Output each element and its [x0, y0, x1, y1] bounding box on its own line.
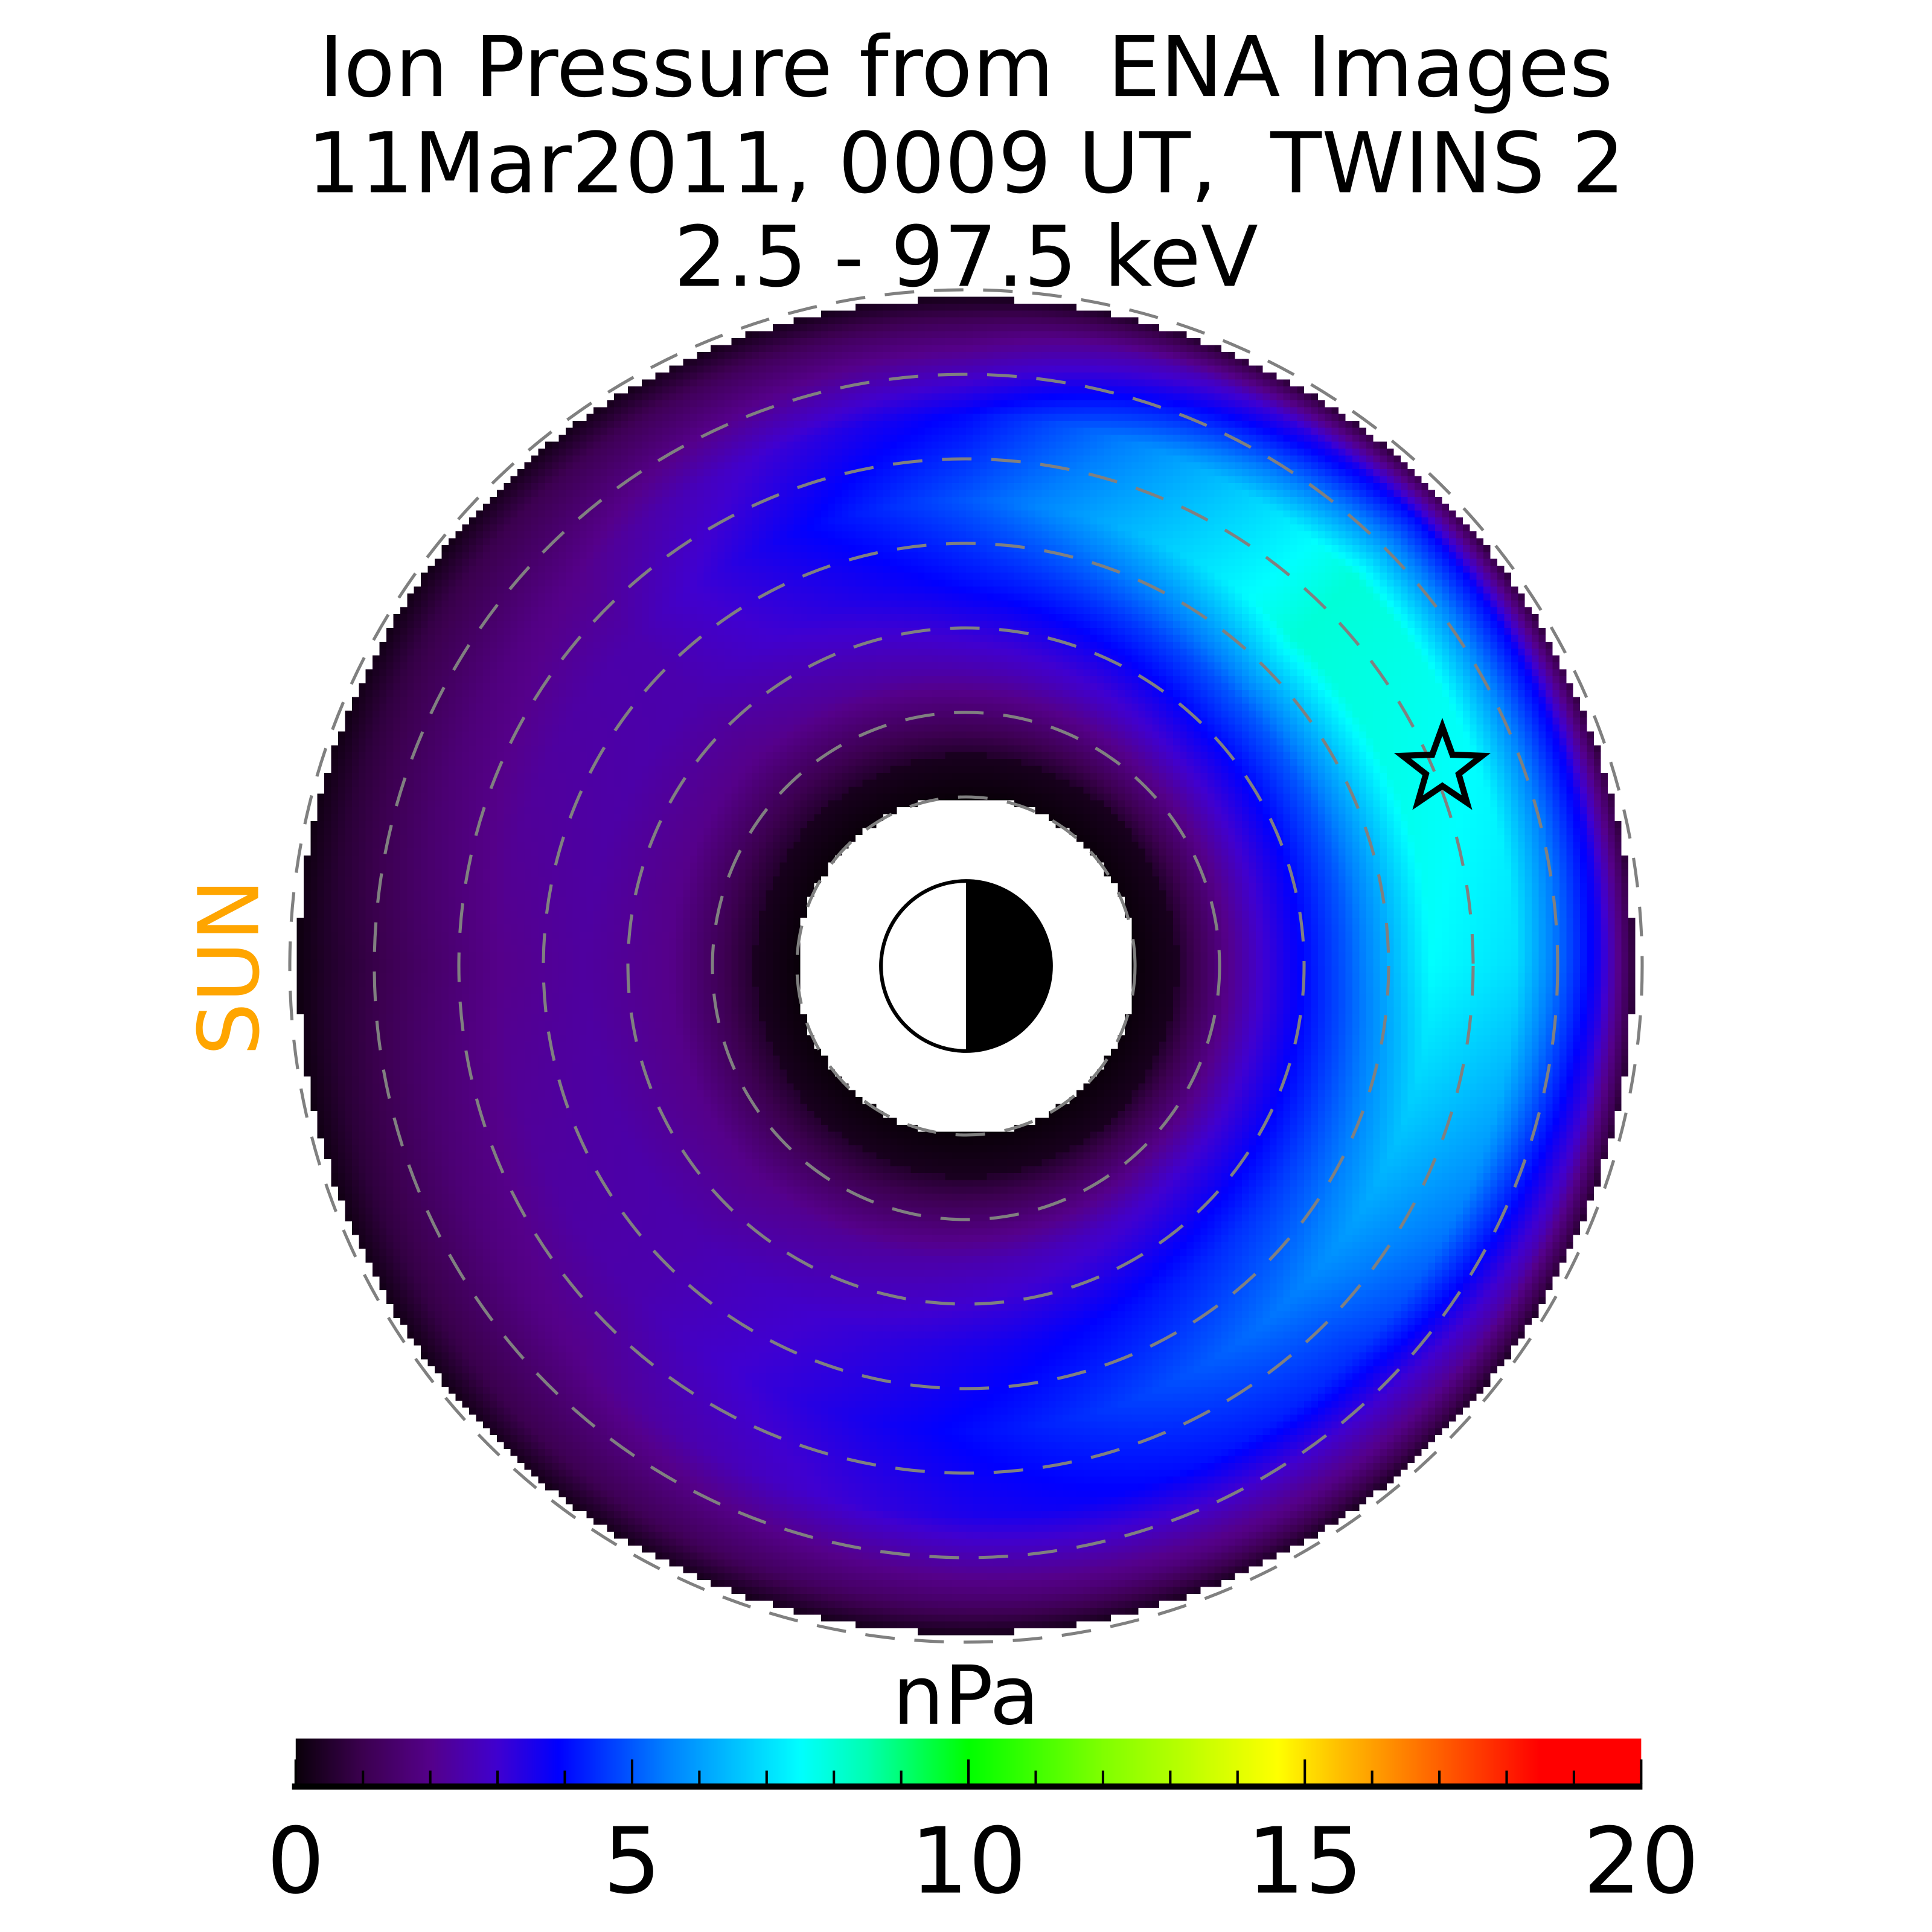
chart-title-line-2: 11Mar2011, 0009 UT, TWINS 2 — [307, 115, 1625, 214]
grid-ring-3re — [711, 711, 1221, 1221]
grid-ring-4re — [626, 626, 1306, 1306]
star-marker-icon — [1393, 717, 1491, 810]
colorbar-tick-label: 0 — [266, 1808, 325, 1915]
colorbar-tick-label: 5 — [603, 1808, 661, 1915]
grid-ring-2re — [795, 795, 1137, 1137]
grid-ring-6re — [457, 457, 1475, 1475]
colorbar-tick-label: 10 — [910, 1808, 1027, 1915]
colorbar-label: nPa — [892, 1648, 1040, 1744]
earth-icon — [879, 879, 1053, 1053]
dashed-grid-rings — [288, 288, 1644, 1644]
colorbar-tick-label: 20 — [1583, 1808, 1700, 1915]
grid-ring-7re — [373, 373, 1559, 1559]
colorbar-tick-label: 15 — [1247, 1808, 1363, 1915]
grid-ring-5re — [542, 542, 1390, 1390]
chart-title-line-1: Ion Pressure from ENA Images — [319, 19, 1613, 117]
grid-ring-8re — [288, 288, 1644, 1644]
